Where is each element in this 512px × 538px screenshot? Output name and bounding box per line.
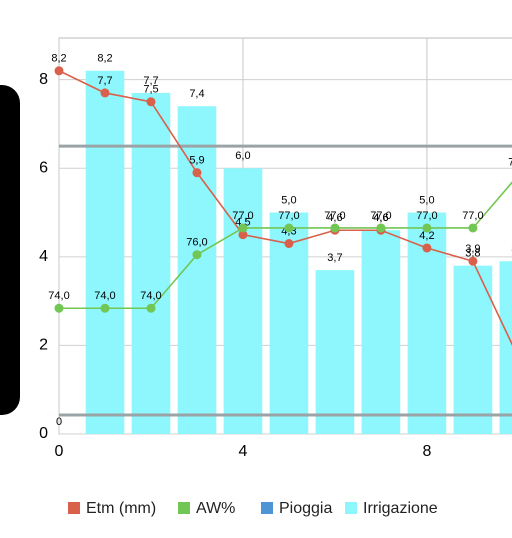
legend-label: Etm (mm) bbox=[86, 500, 156, 517]
axes: 0 2 4 6 8 0 4 8 bbox=[39, 71, 431, 460]
y-tick-label: 8 bbox=[39, 71, 48, 88]
value-label: 74,0 bbox=[94, 290, 115, 302]
point bbox=[54, 66, 64, 76]
value-label: 6,0 bbox=[235, 150, 250, 162]
point bbox=[422, 243, 432, 253]
plot-area: 08,27,77,46,05,03,74,65,03,83,98,27,77,5… bbox=[48, 37, 512, 435]
bar bbox=[85, 70, 125, 434]
value-label: 7,5 bbox=[143, 84, 158, 96]
value-label: 7,7 bbox=[97, 75, 112, 87]
value-label: 3,7 bbox=[327, 252, 342, 264]
point bbox=[330, 223, 340, 233]
value-label: 3,9 bbox=[465, 243, 480, 255]
bar bbox=[223, 168, 263, 434]
point bbox=[192, 168, 202, 178]
value-label: 77,0 bbox=[462, 210, 483, 222]
point bbox=[238, 223, 248, 233]
x-tick-label: 0 bbox=[55, 443, 64, 460]
value-label: 8,2 bbox=[51, 53, 66, 65]
point bbox=[192, 250, 202, 260]
point bbox=[238, 230, 248, 240]
value-label: 3,8 bbox=[465, 248, 480, 260]
bar bbox=[269, 212, 309, 434]
value-label: 77,0 bbox=[278, 210, 299, 222]
legend-label: Pioggia bbox=[279, 500, 332, 517]
value-label: 5,0 bbox=[419, 194, 434, 206]
value-label: 5,0 bbox=[281, 194, 296, 206]
legend-label: AW% bbox=[196, 500, 235, 517]
bar bbox=[499, 261, 512, 434]
point bbox=[284, 239, 294, 249]
y-tick-label: 0 bbox=[39, 425, 48, 442]
value-label: 76,0 bbox=[186, 237, 207, 249]
bar bbox=[131, 92, 171, 434]
value-label: 0 bbox=[56, 416, 62, 428]
point bbox=[376, 223, 386, 233]
value-label: 4,5 bbox=[235, 217, 250, 229]
value-label: 77,0 bbox=[324, 210, 345, 222]
legend-swatch bbox=[178, 502, 190, 514]
x-tick-label: 4 bbox=[239, 443, 248, 460]
legend-swatch bbox=[68, 502, 80, 514]
point bbox=[54, 303, 64, 313]
value-label: 4,2 bbox=[419, 230, 434, 242]
point bbox=[100, 303, 110, 313]
legend-label: Irrigazione bbox=[363, 500, 438, 517]
value-label: 4,6 bbox=[373, 212, 388, 224]
value-label: 77,0 bbox=[232, 210, 253, 222]
y-tick-label: 6 bbox=[39, 159, 48, 176]
value-label: 4,6 bbox=[327, 212, 342, 224]
point bbox=[100, 88, 110, 98]
y-tick-label: 2 bbox=[39, 337, 48, 354]
point bbox=[468, 223, 478, 233]
bar bbox=[361, 230, 401, 434]
value-label: 7,7 bbox=[143, 75, 158, 87]
value-label: 77,0 bbox=[416, 210, 437, 222]
bar bbox=[315, 270, 355, 434]
bar bbox=[453, 265, 493, 434]
point bbox=[146, 97, 156, 107]
point bbox=[284, 223, 294, 233]
value-label: 8,2 bbox=[97, 53, 112, 65]
value-label: 74,0 bbox=[48, 290, 69, 302]
x-tick-label: 8 bbox=[422, 443, 431, 460]
value-label: 74,0 bbox=[140, 290, 161, 302]
value-label: 79,0 bbox=[508, 156, 512, 168]
point bbox=[422, 223, 432, 233]
device-overlay bbox=[0, 85, 20, 415]
legend: Etm (mm) AW% Pioggia Irrigazione bbox=[68, 500, 438, 517]
value-label: 77,0 bbox=[370, 210, 391, 222]
point bbox=[468, 256, 478, 266]
value-label: 5,9 bbox=[189, 155, 204, 167]
value-label: 4,6 bbox=[373, 212, 388, 224]
value-label: 7,4 bbox=[189, 88, 204, 100]
point bbox=[146, 303, 156, 313]
legend-swatch bbox=[261, 502, 273, 514]
y-tick-label: 4 bbox=[39, 248, 48, 265]
legend-swatch bbox=[345, 502, 357, 514]
